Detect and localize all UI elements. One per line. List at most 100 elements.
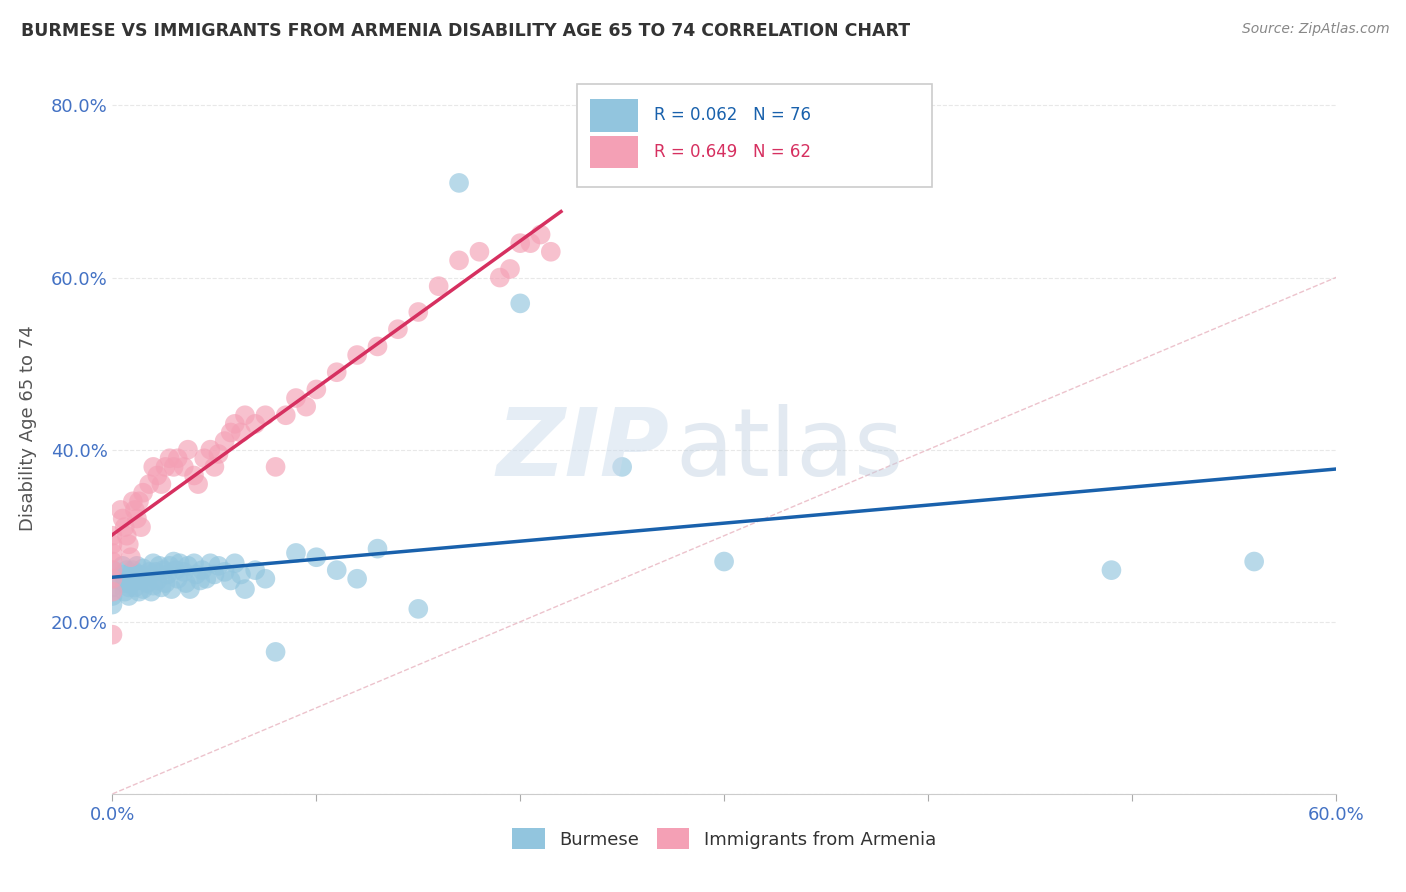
Point (468, 244, 491, 259)
Point (200, 442, 222, 457)
Point (191, 563, 214, 577)
Point (110, 503, 132, 517)
Point (177, 442, 200, 457)
Point (163, 555, 186, 569)
Point (254, 572, 277, 586)
Point (166, 572, 188, 586)
FancyBboxPatch shape (578, 85, 932, 186)
Point (150, 580, 173, 594)
Point (195, 572, 218, 586)
Point (132, 561, 155, 575)
Point (125, 574, 148, 588)
Point (214, 434, 236, 448)
Point (183, 556, 205, 570)
Point (204, 459, 226, 474)
Y-axis label: Disability Age 65 to 74: Disability Age 65 to 74 (18, 326, 37, 531)
Point (101, 628, 124, 642)
Point (346, 348, 368, 362)
Text: R = 0.649   N = 62: R = 0.649 N = 62 (654, 143, 811, 161)
Point (122, 563, 145, 577)
Point (366, 339, 388, 353)
Point (187, 477, 209, 491)
Text: R = 0.062   N = 76: R = 0.062 N = 76 (654, 106, 811, 124)
Point (136, 576, 159, 591)
Point (408, 305, 430, 319)
Point (111, 511, 134, 525)
Point (229, 425, 252, 440)
Point (254, 409, 277, 423)
Point (156, 567, 179, 582)
Bar (589, 99, 638, 132)
Point (224, 417, 246, 431)
Point (155, 576, 177, 591)
Point (155, 459, 177, 474)
Point (173, 459, 195, 474)
Point (284, 546, 308, 560)
Point (166, 451, 188, 466)
Point (284, 391, 308, 405)
Point (118, 537, 141, 551)
Point (101, 563, 124, 577)
Point (165, 563, 187, 577)
Point (122, 494, 145, 508)
Point (134, 570, 156, 584)
Point (125, 558, 148, 573)
Point (509, 236, 531, 251)
Point (713, 555, 735, 569)
Point (200, 556, 222, 570)
Point (101, 572, 124, 586)
Legend: Burmese, Immigrants from Armenia: Burmese, Immigrants from Armenia (503, 819, 945, 858)
Point (128, 584, 150, 599)
Point (233, 409, 256, 423)
Point (101, 546, 124, 560)
Point (146, 468, 169, 483)
Point (305, 550, 328, 565)
Point (177, 558, 200, 573)
Point (326, 365, 349, 379)
Point (118, 589, 141, 603)
Point (142, 579, 165, 593)
Point (114, 576, 136, 591)
Point (159, 558, 181, 573)
Point (219, 425, 242, 440)
Point (163, 459, 186, 474)
Point (160, 582, 183, 596)
Point (148, 558, 170, 573)
Point (233, 582, 256, 596)
Point (115, 563, 138, 577)
Point (111, 567, 134, 582)
Point (128, 494, 150, 508)
Point (115, 572, 138, 586)
Point (150, 477, 173, 491)
Point (101, 572, 124, 586)
Point (610, 459, 633, 474)
Point (499, 262, 522, 277)
Point (214, 565, 236, 579)
Point (245, 563, 267, 577)
Point (101, 555, 124, 569)
Point (245, 417, 267, 431)
Point (101, 529, 124, 543)
Point (122, 572, 145, 586)
Point (207, 447, 229, 461)
Point (141, 584, 163, 599)
Point (125, 511, 148, 525)
Point (114, 584, 136, 599)
Point (129, 572, 152, 586)
Point (207, 558, 229, 573)
Point (146, 574, 169, 588)
Point (229, 567, 252, 582)
Point (120, 576, 142, 591)
Point (101, 563, 124, 577)
Point (101, 537, 124, 551)
Point (447, 253, 470, 268)
Text: BURMESE VS IMMIGRANTS FROM ARMENIA DISABILITY AGE 65 TO 74 CORRELATION CHART: BURMESE VS IMMIGRANTS FROM ARMENIA DISAB… (21, 22, 910, 40)
Point (1243, 555, 1265, 569)
Point (183, 468, 205, 483)
Point (366, 541, 388, 556)
Point (295, 400, 318, 414)
Point (114, 520, 136, 534)
Point (387, 322, 409, 336)
Point (326, 563, 349, 577)
Point (489, 270, 512, 285)
